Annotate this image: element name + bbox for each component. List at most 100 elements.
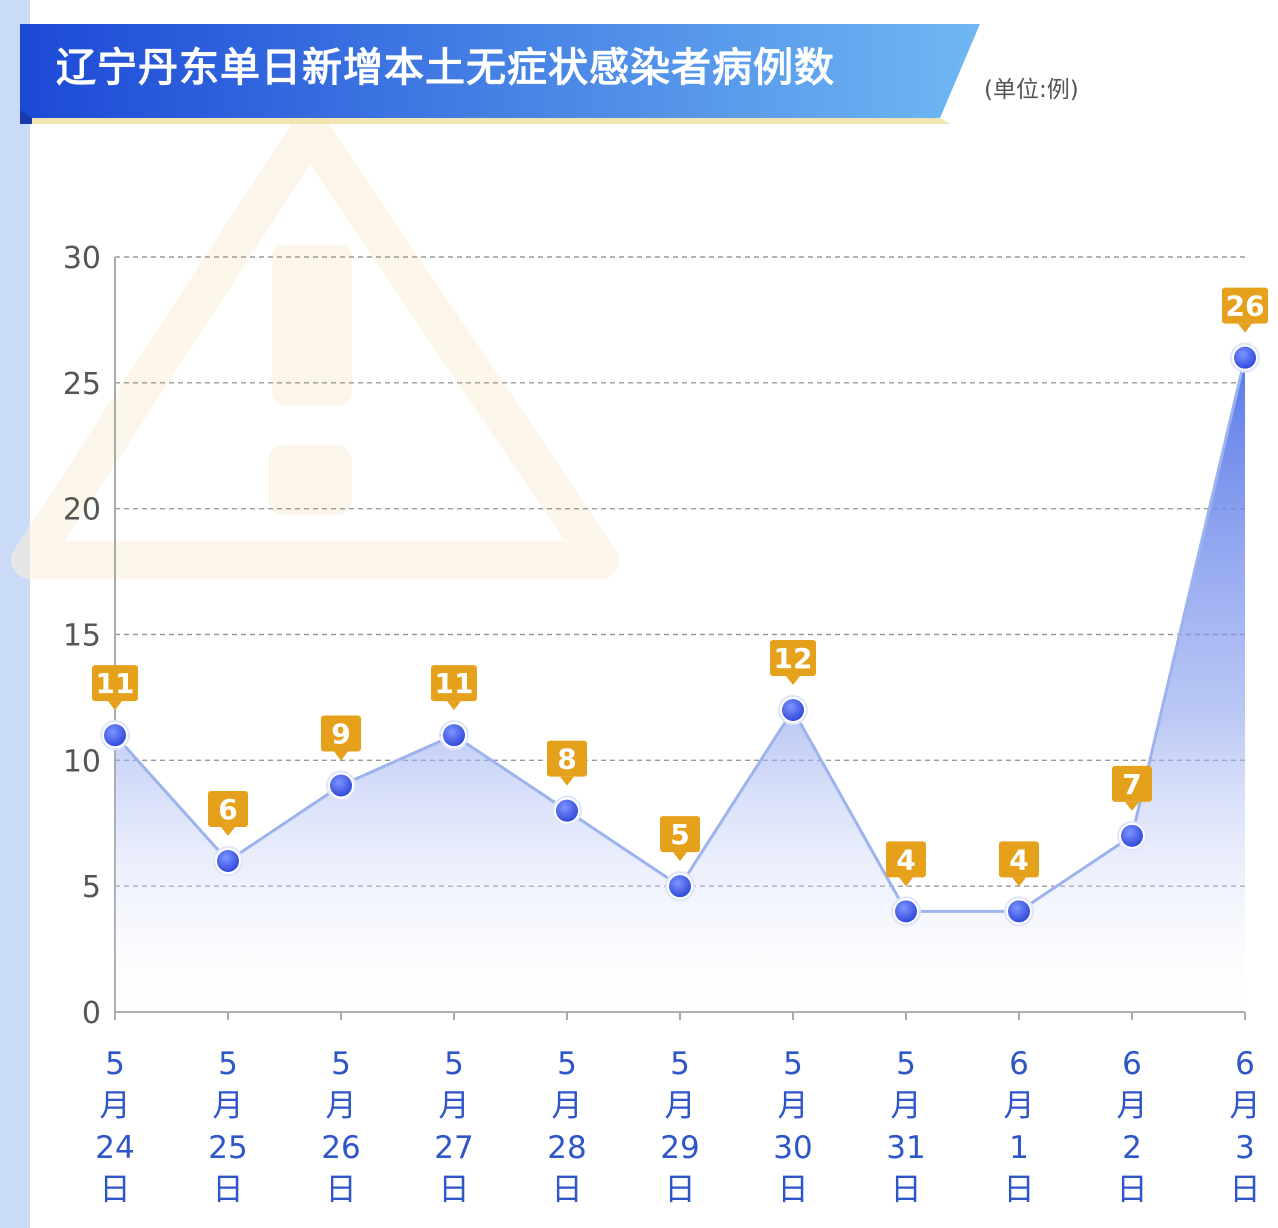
x-tick-label: 月	[778, 1088, 809, 1124]
x-tick-label: 6	[1009, 1046, 1029, 1082]
x-tick-label: 月	[1004, 1088, 1035, 1124]
y-axis-labels: 0 5 10 15 20 25 30	[63, 241, 101, 1031]
x-tick-label: 月	[100, 1088, 131, 1124]
y-tick-label: 30	[63, 241, 101, 276]
x-tick-label: 日	[1004, 1172, 1035, 1208]
data-label: 11	[435, 667, 474, 700]
data-label-box	[547, 740, 587, 777]
x-tick-label: 日	[891, 1172, 922, 1208]
data-label-box	[770, 640, 816, 676]
warning-watermark-icon	[11, 111, 619, 579]
x-tick-label: 6	[1235, 1046, 1255, 1082]
y-tick-label: 5	[82, 870, 101, 905]
y-tick-label: 25	[63, 367, 101, 402]
x-tick-label: 5	[331, 1046, 351, 1082]
data-label-box	[1112, 765, 1152, 802]
data-label: 4	[896, 843, 915, 876]
data-label-pointer	[447, 701, 461, 711]
data-labels: 11 6 9 11 8 5 12 4 4 7 26	[92, 287, 1268, 887]
x-tick-label: 5	[444, 1046, 464, 1082]
x-tick-label: 28	[547, 1130, 586, 1166]
x-tick-label: 24	[95, 1130, 134, 1166]
x-tick-label: 日	[1230, 1172, 1261, 1208]
data-point	[443, 724, 465, 747]
data-label-box	[660, 816, 700, 853]
x-tick-label: 29	[660, 1130, 699, 1166]
data-label-box	[321, 715, 361, 752]
x-axis-labels: 5月24日5月25日5月26日5月27日5月28日5月29日5月30日5月31日…	[95, 1046, 1260, 1208]
y-tick-label: 20	[63, 493, 101, 528]
x-tick-label: 月	[891, 1088, 922, 1124]
data-label-pointer	[108, 701, 122, 711]
x-tick-label: 日	[552, 1172, 583, 1208]
data-label: 26	[1226, 290, 1265, 323]
data-label: 8	[557, 743, 576, 776]
x-tick-label: 月	[665, 1088, 696, 1124]
y-tick-label: 15	[63, 619, 101, 654]
x-tick-label: 30	[773, 1130, 812, 1166]
x-tick-label: 月	[1230, 1088, 1261, 1124]
data-label-pointer	[786, 676, 800, 685]
x-tick-label: 5	[557, 1046, 577, 1082]
x-tick-label: 5	[670, 1046, 690, 1082]
x-tick-label: 25	[208, 1130, 247, 1166]
data-label-box	[208, 791, 248, 827]
data-label-pointer	[221, 827, 235, 836]
data-point	[1234, 346, 1256, 369]
x-tick-label: 2	[1122, 1130, 1142, 1166]
x-tick-label: 1	[1009, 1130, 1029, 1166]
x-tick-label: 月	[439, 1088, 470, 1124]
x-tick-label: 日	[100, 1172, 131, 1208]
x-tick-label: 日	[778, 1172, 809, 1208]
data-label-pointer	[1125, 801, 1139, 811]
chart-title: 辽宁丹东单日新增本土无症状感染者病例数	[56, 45, 835, 91]
data-point	[669, 875, 691, 898]
x-tick-label: 日	[213, 1172, 244, 1208]
x-tick-label: 31	[886, 1130, 925, 1166]
data-label-pointer	[1238, 323, 1252, 333]
data-points	[100, 342, 1260, 927]
data-label-pointer	[560, 776, 574, 786]
x-tick-label: 日	[665, 1172, 696, 1208]
y-tick-label: 10	[63, 744, 101, 779]
data-label: 12	[774, 642, 813, 675]
x-tick-label: 日	[1117, 1172, 1148, 1208]
data-point	[104, 724, 126, 747]
banner-background	[20, 24, 980, 118]
x-tick-label: 月	[326, 1088, 357, 1124]
x-tick-label: 27	[434, 1130, 473, 1166]
x-tick-label: 月	[1117, 1088, 1148, 1124]
unit-label: (单位:例)	[984, 77, 1079, 103]
data-label: 9	[331, 718, 350, 751]
y-tick-label: 0	[82, 996, 101, 1031]
left-border-strip	[0, 0, 30, 1228]
x-tick-label: 5	[896, 1046, 916, 1082]
data-label-box	[999, 841, 1039, 878]
x-tick-label: 3	[1235, 1130, 1255, 1166]
data-point	[217, 850, 239, 872]
x-tick-label: 5	[218, 1046, 238, 1082]
title-banner	[20, 24, 980, 124]
x-tick-label: 月	[552, 1088, 583, 1124]
data-label-box	[1222, 287, 1268, 324]
area-fill	[115, 357, 1245, 1013]
data-point	[1008, 900, 1030, 923]
x-tick-label: 5	[105, 1046, 125, 1082]
data-label: 11	[96, 667, 135, 700]
data-point	[782, 699, 804, 721]
x-tick-label: 月	[213, 1088, 244, 1124]
x-tick-label: 日	[439, 1172, 470, 1208]
data-point	[895, 900, 917, 923]
data-label: 6	[218, 793, 237, 826]
data-label-box	[886, 841, 926, 878]
data-label: 5	[670, 818, 689, 851]
data-label-box	[92, 665, 138, 702]
data-label-pointer	[1012, 877, 1026, 887]
x-tick-label: 5	[783, 1046, 803, 1082]
x-tick-label: 26	[321, 1130, 360, 1166]
banner-underline	[20, 118, 950, 124]
data-point	[1121, 824, 1143, 847]
data-label-pointer	[334, 751, 348, 761]
data-point	[330, 774, 352, 797]
data-label-pointer	[899, 877, 913, 887]
